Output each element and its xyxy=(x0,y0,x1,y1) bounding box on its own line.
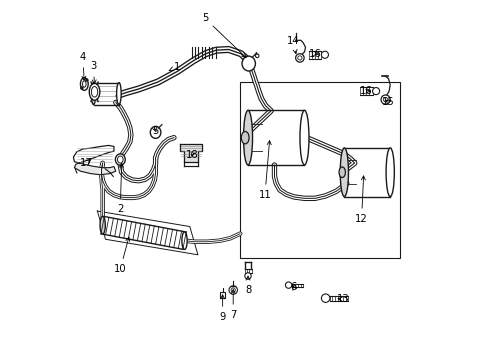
Ellipse shape xyxy=(91,83,96,104)
Ellipse shape xyxy=(242,56,255,71)
Text: 12: 12 xyxy=(354,176,367,224)
Ellipse shape xyxy=(91,86,98,97)
Bar xyxy=(240,82,399,258)
Text: 1: 1 xyxy=(168,62,180,72)
Polygon shape xyxy=(101,216,186,249)
Ellipse shape xyxy=(81,78,88,90)
Ellipse shape xyxy=(115,154,125,165)
Circle shape xyxy=(285,282,291,288)
Text: 13: 13 xyxy=(336,294,349,304)
Circle shape xyxy=(383,98,387,102)
Circle shape xyxy=(297,56,302,60)
Circle shape xyxy=(244,273,251,279)
Polygon shape xyxy=(247,110,304,165)
Ellipse shape xyxy=(241,131,248,144)
Circle shape xyxy=(321,294,329,302)
Text: 16: 16 xyxy=(359,86,372,96)
Circle shape xyxy=(255,54,259,58)
Text: 9: 9 xyxy=(219,295,225,322)
Circle shape xyxy=(321,51,328,58)
Circle shape xyxy=(380,95,389,104)
Text: 7: 7 xyxy=(229,289,236,320)
Ellipse shape xyxy=(340,148,348,197)
Ellipse shape xyxy=(100,216,105,234)
Text: 11: 11 xyxy=(258,141,271,200)
Text: 2: 2 xyxy=(117,163,123,214)
Text: 16: 16 xyxy=(308,49,321,59)
Text: 8: 8 xyxy=(244,276,251,295)
Circle shape xyxy=(81,87,83,89)
Ellipse shape xyxy=(299,110,308,165)
Circle shape xyxy=(372,87,379,95)
Ellipse shape xyxy=(82,81,86,87)
Text: 5: 5 xyxy=(152,126,159,136)
Text: 5: 5 xyxy=(202,13,245,58)
Text: 15: 15 xyxy=(381,98,394,107)
Circle shape xyxy=(295,54,304,62)
Text: 6: 6 xyxy=(289,282,296,292)
Circle shape xyxy=(228,286,237,294)
Ellipse shape xyxy=(150,126,161,138)
Ellipse shape xyxy=(182,232,187,249)
Ellipse shape xyxy=(116,83,121,104)
Ellipse shape xyxy=(386,148,393,197)
Polygon shape xyxy=(93,83,119,104)
Ellipse shape xyxy=(338,167,345,177)
Polygon shape xyxy=(179,144,202,162)
Ellipse shape xyxy=(117,156,123,163)
Text: 4: 4 xyxy=(80,52,86,80)
Text: 18: 18 xyxy=(185,150,198,159)
Circle shape xyxy=(85,79,88,81)
Circle shape xyxy=(231,288,235,292)
Text: 17: 17 xyxy=(80,158,93,168)
Text: 10: 10 xyxy=(114,237,129,274)
Text: 14: 14 xyxy=(286,36,299,54)
Ellipse shape xyxy=(243,110,252,165)
Bar xyxy=(219,292,225,298)
Text: 3: 3 xyxy=(90,62,97,84)
Polygon shape xyxy=(73,145,114,163)
Polygon shape xyxy=(74,163,116,175)
Ellipse shape xyxy=(89,83,100,100)
Polygon shape xyxy=(344,148,389,197)
